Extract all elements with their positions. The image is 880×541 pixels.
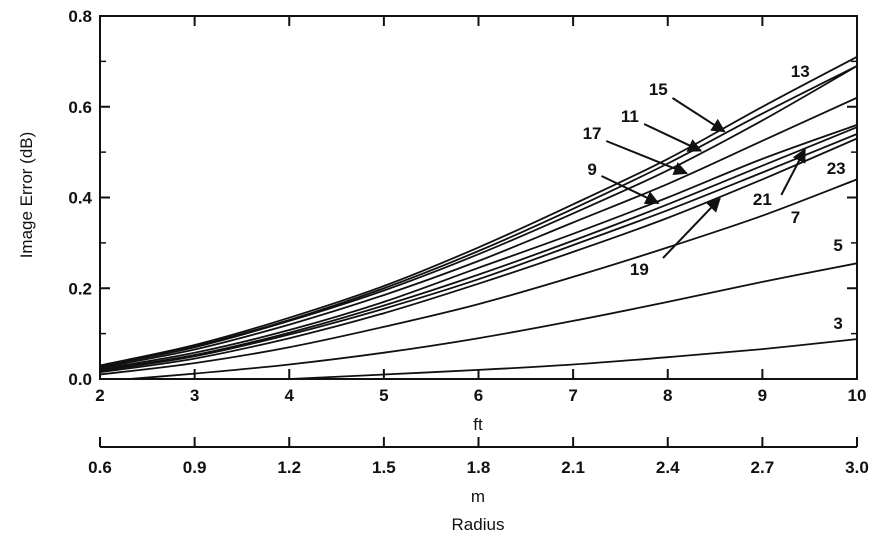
curve-label-19: 19	[630, 260, 649, 279]
arrow-17	[605, 140, 688, 176]
curve-23	[100, 126, 857, 371]
curve-9	[100, 124, 857, 370]
y-axis-title: Image Error (dB)	[17, 132, 36, 259]
curve-21	[100, 133, 857, 372]
y-tick-label: 0.2	[68, 279, 92, 298]
curve-7	[100, 178, 857, 376]
x-axis-ft-title: ft	[473, 415, 483, 434]
x-m-tick-label: 3.0	[845, 458, 869, 477]
curve-label-21: 21	[753, 190, 772, 209]
x-ft-tick-label: 10	[848, 386, 867, 405]
x-ft-tick-label: 2	[95, 386, 104, 405]
x-axis-m-title: m	[471, 487, 485, 506]
y-tick-label: 0.0	[68, 370, 92, 389]
x-axis-radius-title: Radius	[452, 515, 505, 534]
x-ft-tick-label: 7	[568, 386, 577, 405]
curve-label-9: 9	[587, 160, 596, 179]
curve-label-17: 17	[583, 124, 602, 143]
y-tick-label: 0.8	[68, 7, 92, 26]
x-m-tick-label: 2.1	[561, 458, 585, 477]
curve-11	[100, 65, 857, 368]
x-ft-tick-label: 4	[285, 386, 295, 405]
curve-5	[117, 262, 857, 379]
x-m-tick-label: 2.7	[751, 458, 775, 477]
plot-frame	[99, 15, 858, 380]
curve-label-7: 7	[791, 208, 800, 227]
x-ft-tick-label: 8	[663, 386, 672, 405]
curve-label-23: 23	[827, 159, 846, 178]
curve-15	[100, 65, 857, 368]
curve-3	[268, 338, 857, 379]
curve-label-15: 15	[649, 80, 668, 99]
curve-13	[100, 56, 857, 367]
x-ft-tick-label: 5	[379, 386, 388, 405]
arrow-19	[662, 197, 721, 259]
x-m-tick-label: 0.9	[183, 458, 207, 477]
arrow-11	[643, 123, 703, 152]
x-m-tick-label: 1.8	[467, 458, 491, 477]
y-tick-label: 0.4	[68, 189, 92, 208]
x-ft-tick-label: 6	[474, 386, 483, 405]
curve-label-11: 11	[621, 107, 639, 126]
x-m-tick-label: 1.2	[277, 458, 301, 477]
y-tick-label: 0.6	[68, 98, 92, 117]
arrow-21	[780, 148, 806, 196]
curve-label-3: 3	[833, 314, 842, 333]
x-ft-tick-label: 9	[758, 386, 767, 405]
x-ft-tick-label: 3	[190, 386, 199, 405]
curve-17	[100, 96, 857, 369]
curve-19	[100, 137, 857, 374]
curve-label-13: 13	[791, 62, 810, 81]
curve-label-5: 5	[833, 236, 842, 255]
x-m-tick-label: 1.5	[372, 458, 396, 477]
arrow-15	[671, 97, 726, 133]
arrow-9	[601, 175, 660, 205]
x-m-tick-label: 0.6	[88, 458, 112, 477]
x-m-tick-label: 2.4	[656, 458, 680, 477]
